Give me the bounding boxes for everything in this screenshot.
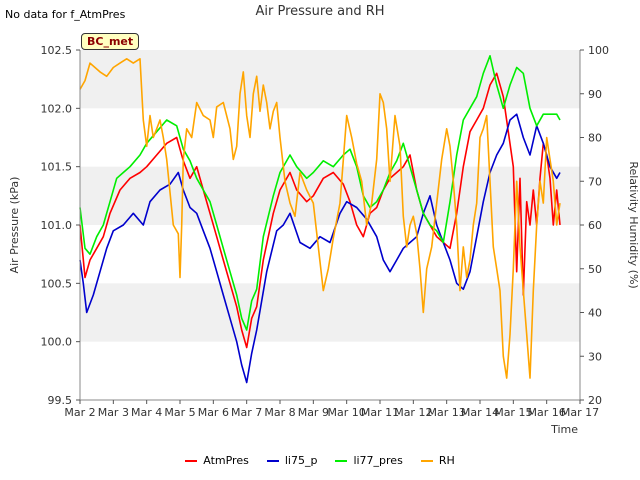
legend-item-rh: RH	[420, 454, 455, 467]
x-tick-label: Mar 16	[528, 406, 566, 419]
grid-band	[80, 283, 580, 342]
y-tick-label: 101.5	[41, 161, 73, 174]
legend-label-rh: RH	[438, 454, 455, 467]
grid-band	[80, 166, 580, 225]
x-tick-label: Mar 10	[328, 406, 366, 419]
legend: AtmPres li75_p li77_pres RH	[0, 454, 640, 467]
legend-label-li77: li77_pres	[353, 454, 403, 467]
x-tick-label: Mar 2	[64, 406, 95, 419]
legend-item-li75: li75_p	[266, 454, 318, 467]
x-tick-label: Mar 12	[394, 406, 432, 419]
x-tick-label: Mar 13	[428, 406, 466, 419]
y-tick-label: 100.0	[41, 336, 73, 349]
legend-swatch-li75	[266, 459, 279, 462]
y-tick-label: 102.0	[41, 102, 73, 115]
x-axis-label: Time	[550, 423, 578, 436]
x-tick-label: Mar 15	[494, 406, 532, 419]
y2-tick-label: 30	[588, 350, 602, 363]
grid-band	[80, 50, 580, 109]
y2-axis-label: Relativity Humidity (%)	[627, 161, 640, 288]
x-tick-label: Mar 5	[164, 406, 195, 419]
y2-tick-label: 40	[588, 307, 602, 320]
site-badge: BC_met	[81, 33, 140, 50]
chart-title: Air Pressure and RH	[255, 4, 385, 19]
x-tick-label: Mar 14	[461, 406, 499, 419]
y-axis-label: Air Pressure (kPa)	[8, 177, 21, 274]
y-tick-label: 100.5	[41, 277, 73, 290]
y2-tick-label: 50	[588, 263, 602, 276]
legend-swatch-li77	[335, 459, 348, 462]
series-line-li75-p	[79, 113, 561, 384]
legend-label-li75: li75_p	[284, 454, 318, 467]
legend-item-li77: li77_pres	[335, 454, 403, 467]
x-tick-label: Mar 17	[561, 406, 599, 419]
y2-tick-label: 80	[588, 132, 602, 145]
y2-tick-label: 100	[588, 44, 609, 57]
y2-tick-label: 70	[588, 175, 602, 188]
x-tick-label: Mar 11	[361, 406, 399, 419]
no-data-note: No data for f_AtmPres	[5, 8, 126, 21]
x-tick-label: Mar 3	[98, 406, 129, 419]
series-line-rh	[79, 57, 561, 379]
x-tick-label: Mar 6	[198, 406, 229, 419]
x-tick-label: Mar 9	[298, 406, 329, 419]
x-tick-label: Mar 4	[131, 406, 162, 419]
legend-swatch-atmpres	[185, 459, 198, 462]
y2-tick-label: 90	[588, 88, 602, 101]
y2-tick-label: 60	[588, 219, 602, 232]
legend-label-atmpres: AtmPres	[203, 454, 249, 467]
y-tick-label: 99.5	[48, 394, 73, 407]
legend-item-atmpres: AtmPres	[185, 454, 249, 467]
x-tick-label: Mar 8	[264, 406, 295, 419]
y-tick-label: 102.5	[41, 44, 73, 57]
y-tick-label: 101.0	[41, 219, 73, 232]
legend-swatch-rh	[420, 459, 433, 462]
y2-tick-label: 20	[588, 394, 602, 407]
x-tick-label: Mar 7	[231, 406, 262, 419]
